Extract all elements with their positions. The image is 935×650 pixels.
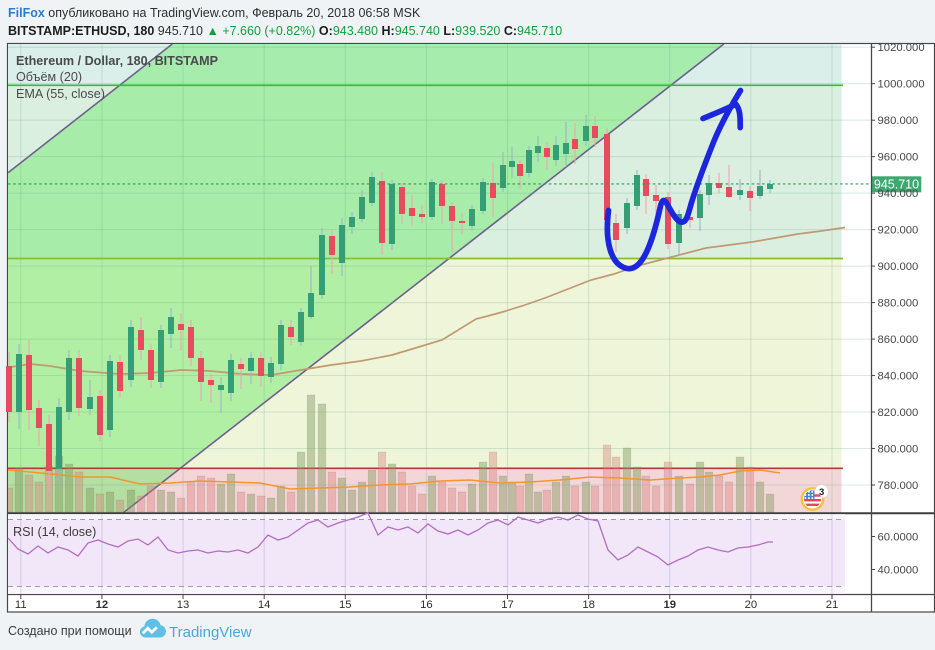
svg-text:Объём (20): Объём (20) xyxy=(16,70,82,84)
svg-text:13: 13 xyxy=(177,599,190,611)
svg-text:Ethereum / Dollar, 180, BITSTA: Ethereum / Dollar, 180, BITSTAMP xyxy=(16,54,218,68)
svg-text:TradingView: TradingView xyxy=(169,624,252,641)
svg-text:820.000: 820.000 xyxy=(878,407,919,419)
svg-text:EMA (55, close): EMA (55, close) xyxy=(16,87,105,101)
svg-text:880.000: 880.000 xyxy=(878,298,919,310)
svg-text:1000.000: 1000.000 xyxy=(878,79,925,91)
svg-text:RSI (14, close): RSI (14, close) xyxy=(13,525,96,539)
svg-text:20: 20 xyxy=(745,599,758,611)
svg-text:11: 11 xyxy=(15,599,27,611)
svg-text:18: 18 xyxy=(582,599,595,611)
svg-text:40.0000: 40.0000 xyxy=(878,565,919,577)
svg-text:19: 19 xyxy=(663,599,676,611)
svg-text:1020.000: 1020.000 xyxy=(878,42,925,54)
svg-text:960.000: 960.000 xyxy=(878,152,919,164)
svg-text:17: 17 xyxy=(501,599,514,611)
svg-text:12: 12 xyxy=(96,599,109,611)
svg-text:860.000: 860.000 xyxy=(878,334,919,346)
svg-text:840.000: 840.000 xyxy=(878,371,919,383)
svg-text:900.000: 900.000 xyxy=(878,261,919,273)
svg-text:60.0000: 60.0000 xyxy=(878,532,919,544)
svg-text:780.000: 780.000 xyxy=(878,480,919,492)
svg-text:940.000: 940.000 xyxy=(878,188,919,200)
svg-text:14: 14 xyxy=(258,599,271,611)
svg-text:15: 15 xyxy=(339,599,352,611)
svg-text:945.710: 945.710 xyxy=(874,177,919,191)
svg-text:980.000: 980.000 xyxy=(878,115,919,127)
svg-text:800.000: 800.000 xyxy=(878,444,919,456)
svg-text:21: 21 xyxy=(826,599,839,611)
svg-text:920.000: 920.000 xyxy=(878,225,919,237)
svg-text:16: 16 xyxy=(420,599,433,611)
svg-text:3: 3 xyxy=(819,487,824,498)
